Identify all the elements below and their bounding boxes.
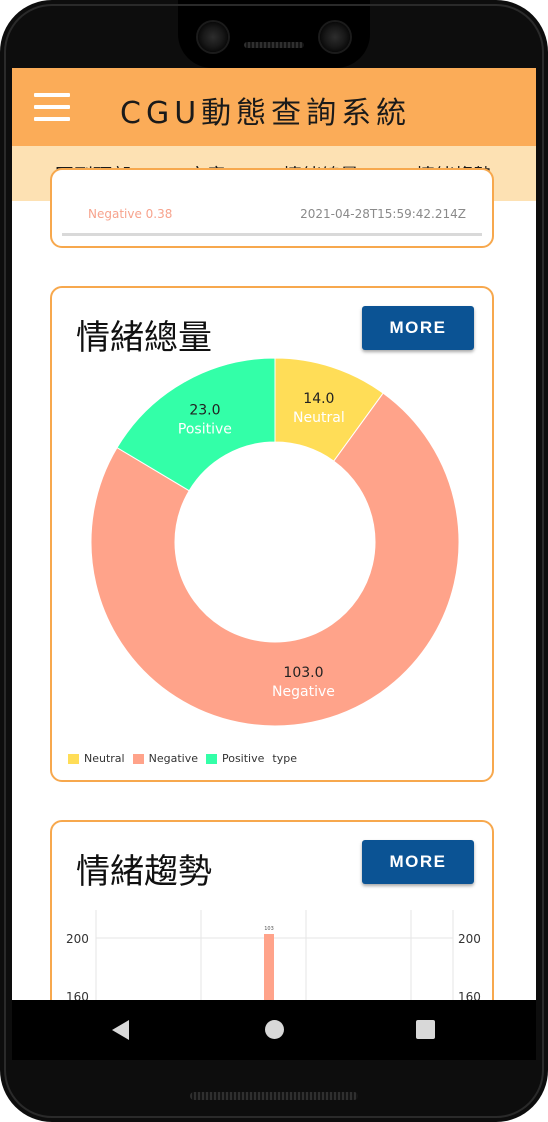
legend-item-positive[interactable]: Positive [205,752,265,765]
sentiment-total-more-button[interactable]: MORE [362,306,474,350]
front-sensor-icon [320,22,350,52]
slice-value-label: 23.0 [189,402,220,418]
square-recent-icon[interactable] [416,1020,435,1039]
sentiment-trend-chart: 200 200 160 160 103 [66,910,481,1000]
slice-value-label: 14.0 [303,391,334,407]
slice-category-label: Neutral [293,410,345,426]
legend-swatch [205,753,217,764]
legend-label: Positive [221,752,265,765]
slice-category-label: Positive [178,421,232,437]
hamburger-menu-icon[interactable] [34,93,70,121]
legend-label: Neutral [84,752,125,765]
chart-legend: Neutral Negative Positive type [68,752,297,765]
triangle-back-icon[interactable] [112,1020,129,1040]
article-card: Negative 0.38 2021-04-28T15:59:42.214Z [50,168,494,248]
legend-swatch [132,753,144,764]
legend-item-neutral[interactable]: Neutral [68,752,125,765]
sentiment-trend-more-button[interactable]: MORE [362,840,474,884]
slice-value-label: 103.0 [283,665,323,681]
sentiment-trend-title: 情緒趨勢 [76,852,212,892]
sentiment-total-title: 情緒總量 [76,318,212,358]
legend-title: type [272,752,297,765]
y-tick-right: 160 [458,990,481,1000]
front-camera-icon [198,22,228,52]
bar-value-label: 103 [264,926,274,932]
legend-swatch [68,753,79,764]
article-timestamp: 2021-04-28T15:59:42.214Z [300,207,466,221]
card-divider [62,233,482,236]
negative-score: Negative 0.38 [88,207,173,221]
y-tick-left: 200 [66,932,89,946]
y-tick-left: 160 [66,990,89,1000]
android-nav-bar [12,1000,536,1060]
app-title: CGU動態查詢系統 [120,96,412,131]
phone-notch [178,0,370,68]
pie-slice-positive [116,357,276,492]
earpiece-speaker [244,42,304,48]
circle-home-icon[interactable] [265,1020,284,1039]
bottom-speaker [190,1092,358,1100]
doughnut-inner-ring [175,442,375,642]
legend-item-negative[interactable]: Negative [132,752,198,765]
sentiment-doughnut-chart: 14.0 Neutral 103.0 Negative 23.0 Positive [90,357,460,727]
legend-label: Negative [148,752,198,765]
trend-bar [264,934,274,1000]
sentiment-total-card: 14.0 Neutral 103.0 Negative 23.0 Positive 情緒總… [50,286,494,782]
sentiment-trend-card: 200 200 160 160 103 情緒趨勢 MORE [50,820,494,1000]
app-bar: CGU動態查詢系統 [12,68,536,146]
slice-category-label: Negative [272,684,335,700]
y-tick-right: 200 [458,932,481,946]
app-screen: CGU動態查詢系統 回到頂部 文章 情緒總量 情緒趨勢 Negative 0.3… [12,68,536,1000]
